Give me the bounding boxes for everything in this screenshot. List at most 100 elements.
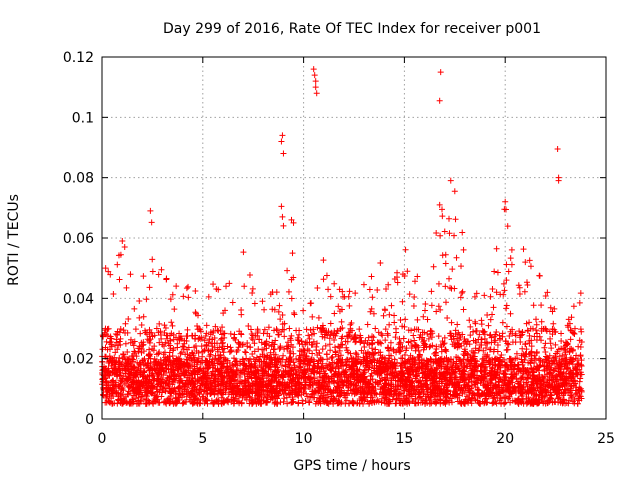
data-point (273, 385, 280, 392)
data-point (309, 388, 316, 395)
data-point (167, 342, 174, 349)
data-point (255, 346, 262, 353)
data-point (156, 389, 163, 396)
data-point (401, 359, 408, 366)
data-point (335, 393, 342, 400)
data-point (291, 381, 298, 388)
data-point (179, 391, 186, 398)
data-point (338, 335, 345, 342)
data-point (535, 367, 542, 374)
data-point (354, 359, 361, 366)
data-point (396, 339, 403, 346)
data-point (335, 343, 342, 350)
data-point (171, 306, 178, 313)
data-point (339, 288, 346, 295)
data-point (509, 371, 516, 378)
data-point (499, 395, 506, 402)
data-point (407, 379, 414, 386)
data-point (313, 398, 320, 405)
data-point (328, 354, 335, 361)
data-point (467, 332, 474, 339)
data-point (117, 377, 124, 384)
data-point (309, 381, 316, 388)
data-point (271, 356, 278, 363)
data-point (192, 309, 199, 316)
data-point (199, 377, 206, 384)
data-point (181, 372, 188, 379)
data-point (428, 394, 435, 401)
data-point (112, 349, 119, 356)
data-point (148, 389, 155, 396)
data-point (404, 268, 411, 275)
data-point (402, 246, 409, 253)
data-point (158, 335, 165, 342)
data-point (419, 334, 426, 341)
data-point (546, 374, 553, 381)
data-point (550, 377, 557, 384)
data-point (197, 400, 204, 407)
data-point (505, 395, 512, 402)
data-point (195, 367, 202, 374)
data-point (131, 379, 138, 386)
data-point (353, 388, 360, 395)
data-point (184, 360, 191, 367)
data-point (329, 353, 336, 360)
data-point (102, 265, 109, 272)
data-point (368, 370, 375, 377)
data-point (107, 399, 114, 406)
data-point (452, 364, 459, 371)
data-point (164, 332, 171, 339)
data-point (133, 369, 140, 376)
data-point (566, 380, 573, 387)
data-point (476, 331, 483, 338)
data-point (542, 340, 549, 347)
data-point (518, 393, 525, 400)
data-point (437, 306, 444, 313)
data-point (415, 399, 422, 406)
data-point (572, 371, 579, 378)
data-point (451, 374, 458, 381)
data-point (114, 261, 121, 268)
data-point (447, 284, 454, 291)
data-point (167, 296, 174, 303)
data-point (496, 378, 503, 385)
data-point (358, 347, 365, 354)
data-point (194, 322, 201, 329)
data-point (298, 338, 305, 345)
data-point (202, 359, 209, 366)
data-point (567, 336, 574, 343)
data-point (125, 316, 132, 323)
data-point (566, 370, 573, 377)
data-point (207, 390, 214, 397)
data-point (533, 321, 540, 328)
data-point (564, 322, 571, 329)
data-point (150, 377, 157, 384)
data-point (366, 381, 373, 388)
data-point (513, 370, 520, 377)
data-point (533, 327, 540, 334)
data-point (476, 346, 483, 353)
data-point (118, 386, 125, 393)
data-point (514, 380, 521, 387)
data-point (569, 347, 576, 354)
data-point (381, 306, 388, 313)
data-point (576, 386, 583, 393)
data-point (440, 393, 447, 400)
data-point (399, 298, 406, 305)
data-point (543, 364, 550, 371)
data-point (132, 349, 139, 356)
data-point (182, 351, 189, 358)
data-point (384, 360, 391, 367)
data-point (163, 276, 170, 283)
data-point (493, 289, 500, 296)
data-point (414, 316, 421, 323)
data-point (452, 216, 459, 223)
data-point (556, 362, 563, 369)
data-point (170, 388, 177, 395)
data-point (199, 393, 206, 400)
data-point (223, 385, 230, 392)
data-point (530, 400, 537, 407)
data-point (327, 320, 334, 327)
data-point (159, 341, 166, 348)
data-point (294, 380, 301, 387)
